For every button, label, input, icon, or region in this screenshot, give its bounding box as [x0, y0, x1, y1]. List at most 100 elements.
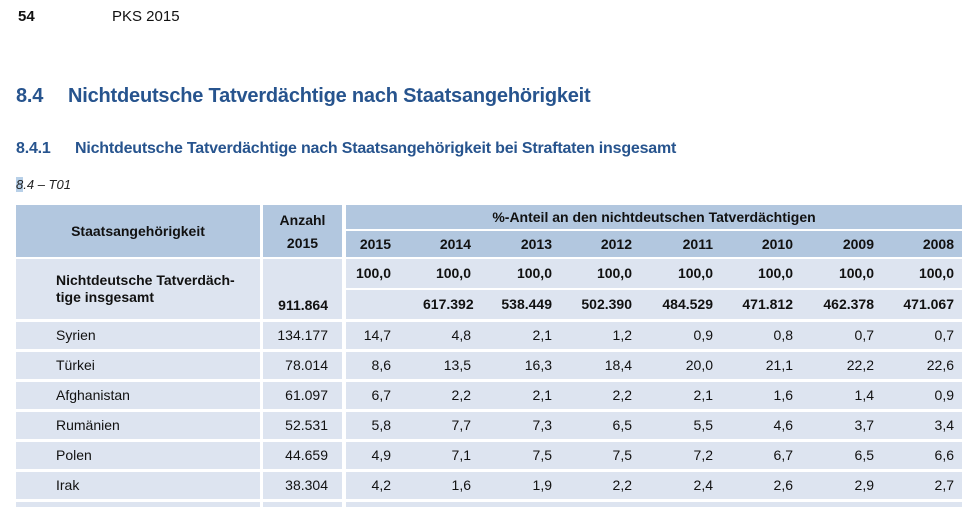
- total-row-label: Nichtdeutsche Tatverdäch- tige insgesamt: [16, 259, 260, 319]
- row-value-cell: 6,5: [854, 447, 874, 463]
- total-absolute-cell: [346, 290, 423, 319]
- row-value-cell: 2,1: [532, 327, 552, 343]
- row-value-cell: 2,6: [773, 477, 793, 493]
- row-anzahl-cell: 52.531: [263, 412, 342, 439]
- total-row-separator: [346, 288, 962, 290]
- total-percent-row: 100,0 100,0 100,0 100,0 100,0 100,0 100,…: [346, 259, 962, 288]
- row-value-cell: 2,9: [854, 477, 874, 493]
- row-value-cell: 2,1: [693, 387, 713, 403]
- row-value-cell: 22,6: [926, 357, 954, 373]
- row-anzahl-cell: 134.177: [263, 322, 342, 349]
- total-percent-cell: 100,0: [516, 265, 552, 281]
- subsection-number: 8.4.1: [16, 140, 51, 157]
- row-value-cell: 3,7: [854, 417, 874, 433]
- row-value-cell: 18,4: [604, 357, 632, 373]
- total-absolute-cell: 484.529: [662, 296, 713, 312]
- row-value-cell: 3,4: [934, 417, 954, 433]
- row-value-cell: 7,5: [612, 447, 632, 463]
- anzahl-header-line2: 2015: [286, 234, 319, 251]
- year-header-row: 2015 2014 2013 2012 2011 2010 2009 2008: [346, 231, 962, 257]
- row-value-cell: 4,8: [451, 327, 471, 343]
- row-value-cell: 4,9: [371, 447, 391, 463]
- total-absolute-row: 617.392 538.449 502.390 484.529 471.812 …: [346, 290, 962, 319]
- table-row: Rumänien 52.531 5,8 7,7 7,3 6,5 5,5 4,6 …: [16, 412, 962, 439]
- section-heading: 8.4 Nichtdeutsche Tatverdächtige nach St…: [16, 85, 591, 108]
- page-number: 54: [18, 8, 35, 25]
- row-value-cell: 21,1: [765, 357, 793, 373]
- row-value-cell: 7,1: [451, 447, 471, 463]
- row-value-cell: 16,3: [524, 357, 552, 373]
- row-value-cell: 1,6: [451, 477, 471, 493]
- row-value-cell: 2,2: [612, 387, 632, 403]
- row-value-cell: 8,6: [371, 357, 391, 373]
- row-values: 8,6 13,5 16,3 18,4 20,0 21,1 22,2 22,6: [346, 352, 962, 379]
- header-separator: [346, 229, 962, 231]
- row-value-cell: 5,8: [371, 417, 391, 433]
- total-absolute-cell: 502.390: [581, 296, 632, 312]
- row-value-cell: 1,6: [773, 387, 793, 403]
- total-percent-cell: 100,0: [918, 265, 954, 281]
- total-anzahl-cell: 911.864: [263, 259, 342, 319]
- table-body: Syrien 134.177 14,7 4,8 2,1 1,2 0,9 0,8 …: [16, 322, 962, 499]
- row-anzahl-cell: 38.304: [263, 472, 342, 499]
- section-number: 8.4: [16, 85, 44, 107]
- row-value-cell: 4,2: [371, 477, 391, 493]
- row-value-cell: 6,7: [773, 447, 793, 463]
- total-percent-cell: 100,0: [757, 265, 793, 281]
- row-value-cell: 2,2: [451, 387, 471, 403]
- total-percent-cell: 100,0: [435, 265, 471, 281]
- row-value-cell: 0,9: [693, 327, 713, 343]
- section-title: Nichtdeutsche Tatverdächtige nach Staats…: [68, 85, 591, 107]
- row-value-cell: 6,6: [934, 447, 954, 463]
- row-value-cell: 7,3: [532, 417, 552, 433]
- total-absolute-cell: 471.067: [903, 296, 954, 312]
- row-value-cell: 4,6: [773, 417, 793, 433]
- row-value-cell: 1,4: [854, 387, 874, 403]
- total-percent-cell: 100,0: [355, 265, 391, 281]
- table-row: Afghanistan 61.097 6,7 2,2 2,1 2,2 2,1 1…: [16, 382, 962, 409]
- percent-header-block: %-Anteil an den nichtdeutschen Tatverdäc…: [346, 205, 962, 257]
- row-anzahl-cell: 78.014: [263, 352, 342, 379]
- year-header-cell: 2008: [922, 236, 954, 252]
- row-label: Irak: [16, 472, 260, 499]
- total-absolute-cell: 538.449: [501, 296, 552, 312]
- table-label-rest: .4 – T01: [23, 177, 71, 192]
- row-value-cell: 0,7: [934, 327, 954, 343]
- partial-next-row: [16, 502, 962, 507]
- table-row: Türkei 78.014 8,6 13,5 16,3 18,4 20,0 21…: [16, 352, 962, 379]
- row-value-cell: 6,7: [371, 387, 391, 403]
- row-values: 4,9 7,1 7,5 7,5 7,2 6,7 6,5 6,6: [346, 442, 962, 469]
- table-label: 8.4 – T01: [16, 177, 71, 192]
- total-absolute-cell: 617.392: [423, 296, 474, 312]
- total-row: Nichtdeutsche Tatverdäch- tige insgesamt…: [16, 259, 962, 319]
- percent-group-header: %-Anteil an den nichtdeutschen Tatverdäc…: [346, 205, 962, 229]
- row-value-cell: 7,2: [693, 447, 713, 463]
- row-value-cell: 0,7: [854, 327, 874, 343]
- table-header: Staatsangehörigkeit Anzahl 2015 %-Anteil…: [16, 205, 962, 257]
- row-value-cell: 22,2: [846, 357, 874, 373]
- table-row: Irak 38.304 4,2 1,6 1,9 2,2 2,4 2,6 2,9 …: [16, 472, 962, 499]
- row-value-cell: 2,7: [934, 477, 954, 493]
- anzahl-header-line1: Anzahl: [279, 211, 326, 228]
- row-value-cell: 2,4: [693, 477, 713, 493]
- row-value-cell: 7,5: [532, 447, 552, 463]
- total-percent-cell: 100,0: [596, 265, 632, 281]
- row-anzahl-cell: 61.097: [263, 382, 342, 409]
- total-percent-cell: 100,0: [838, 265, 874, 281]
- row-value-cell: 1,2: [612, 327, 632, 343]
- row-label: Syrien: [16, 322, 260, 349]
- row-value-cell: 5,5: [693, 417, 713, 433]
- row-value-cell: 1,9: [532, 477, 552, 493]
- table-row: Syrien 134.177 14,7 4,8 2,1 1,2 0,9 0,8 …: [16, 322, 962, 349]
- page-header-title: PKS 2015: [112, 8, 180, 25]
- row-value-cell: 6,5: [612, 417, 632, 433]
- table-row: Polen 44.659 4,9 7,1 7,5 7,5 7,2 6,7 6,5…: [16, 442, 962, 469]
- year-header-cell: 2015: [359, 236, 391, 252]
- year-header-cell: 2009: [842, 236, 874, 252]
- total-values-block: 100,0 100,0 100,0 100,0 100,0 100,0 100,…: [346, 259, 962, 319]
- page-header: 54 PKS 2015: [18, 8, 180, 25]
- year-header-cell: 2011: [682, 236, 713, 252]
- row-value-cell: 0,8: [773, 327, 793, 343]
- table-label-highlight: 8: [16, 177, 24, 192]
